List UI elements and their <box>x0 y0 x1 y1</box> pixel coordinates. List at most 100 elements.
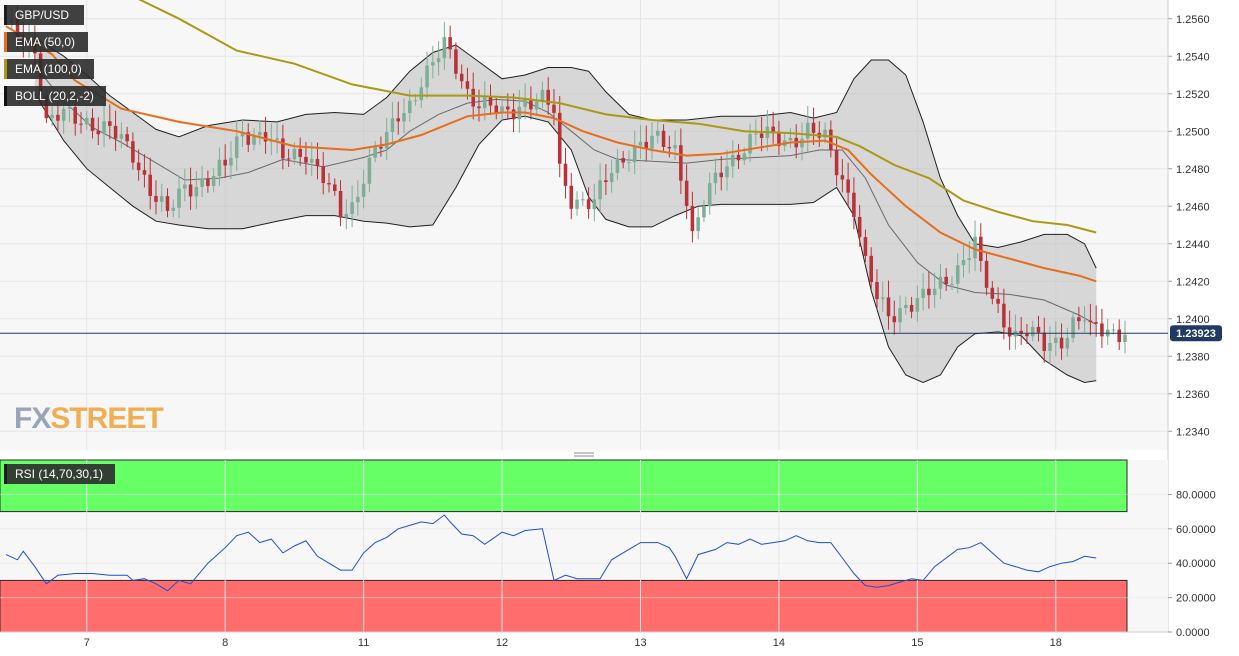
candle <box>892 300 897 335</box>
candle <box>984 251 989 296</box>
candle <box>1123 320 1127 354</box>
candle <box>846 162 850 207</box>
candle <box>419 77 424 109</box>
candle <box>56 100 60 132</box>
candle <box>1059 323 1064 360</box>
candle <box>788 128 793 149</box>
candle <box>442 22 447 71</box>
candle <box>448 25 452 59</box>
candle <box>1065 327 1070 357</box>
candle <box>673 130 677 161</box>
legend: GBP/USD EMA (50,0) EMA (100,0) BOLL (20,… <box>4 5 106 106</box>
candle <box>777 120 781 156</box>
candle <box>1071 311 1075 343</box>
candle <box>119 122 124 149</box>
candle <box>598 163 602 213</box>
current-price-label: 1.23923 <box>1176 328 1216 340</box>
drag-handle-icon[interactable] <box>574 452 594 457</box>
candle <box>557 96 562 178</box>
candle <box>477 89 481 122</box>
price-tick-label: 1.2420 <box>1176 276 1210 288</box>
legend-rsi[interactable]: RSI (14,70,30,1) <box>4 464 115 484</box>
candle <box>436 41 441 76</box>
bollinger-upper-band <box>34 37 1097 269</box>
candle <box>90 108 95 139</box>
rsi-overbought-zone <box>0 459 1128 513</box>
candle <box>702 200 706 223</box>
candle <box>534 93 539 116</box>
price-axis: 1.2340 1.2360 1.2380 1.2400 1.2420 1.2440 1.24… <box>1167 0 1210 632</box>
candle <box>171 199 176 218</box>
candle <box>425 51 429 99</box>
candle <box>869 247 873 289</box>
rsi-oversold-zone <box>0 579 1128 633</box>
price-tick-label: 1.2340 <box>1176 426 1210 438</box>
candle <box>996 287 1000 313</box>
candle <box>863 229 868 262</box>
candle <box>298 137 302 166</box>
candle <box>154 180 158 215</box>
rsi-line <box>5 514 1097 592</box>
candle <box>211 168 216 193</box>
candle <box>615 148 620 181</box>
legend-ema50[interactable]: EMA (50,0) <box>4 32 88 52</box>
candle <box>1007 310 1012 350</box>
fxstreet-logo: FXSTREET <box>14 402 164 435</box>
candle <box>1088 303 1093 336</box>
rsi-tick-label: 60.0000 <box>1176 524 1216 536</box>
candle <box>679 128 683 195</box>
legend-boll-text: BOLL (20,2,-2) <box>15 89 94 103</box>
candle <box>390 101 395 146</box>
svg-text:FXSTREET: FXSTREET <box>14 402 163 435</box>
candle <box>332 178 337 196</box>
candle <box>1111 323 1116 335</box>
candle <box>258 120 262 145</box>
candle <box>286 148 291 167</box>
legend-symbol[interactable]: GBP/USD <box>4 5 84 25</box>
candle <box>177 175 181 218</box>
candle <box>771 111 775 144</box>
candle <box>955 253 960 294</box>
candle <box>684 164 689 220</box>
candle <box>1019 316 1023 345</box>
candle <box>904 296 908 315</box>
price-tick-label: 1.2380 <box>1176 351 1210 363</box>
price-tick-label: 1.2460 <box>1176 201 1210 213</box>
legend-boll[interactable]: BOLL (20,2,-2) <box>4 86 106 106</box>
candle <box>494 98 499 120</box>
candle <box>367 147 372 193</box>
candle <box>183 168 187 202</box>
candle <box>857 204 862 247</box>
current-price-tag: 1.23923 <box>1170 325 1222 342</box>
candle <box>696 207 700 240</box>
candle <box>581 191 585 206</box>
candle <box>961 244 966 278</box>
candle <box>950 276 954 290</box>
candle <box>402 98 406 134</box>
candle <box>350 185 354 228</box>
candle <box>719 156 724 191</box>
x-tick-label: 18 <box>1050 637 1062 649</box>
price-pane-background[interactable] <box>0 0 1168 450</box>
candle <box>275 122 279 154</box>
candle <box>973 220 977 272</box>
x-tick-label: 11 <box>358 637 369 649</box>
candle <box>552 88 556 126</box>
candle <box>229 141 233 180</box>
price-tick-label: 1.2500 <box>1176 126 1210 138</box>
candle <box>1082 306 1087 333</box>
candles <box>9 5 1127 365</box>
x-tick-label: 7 <box>84 637 90 649</box>
candle <box>384 117 389 160</box>
candle <box>1048 326 1052 365</box>
candle <box>609 159 614 193</box>
candle <box>131 132 135 170</box>
candle <box>1117 319 1122 351</box>
candle <box>361 169 366 209</box>
candle <box>223 144 227 178</box>
candle <box>194 171 199 210</box>
candle <box>459 64 464 89</box>
legend-ema100[interactable]: EMA (100,0) <box>4 59 94 79</box>
legend-rsi-text: RSI (14,70,30,1) <box>15 467 103 481</box>
